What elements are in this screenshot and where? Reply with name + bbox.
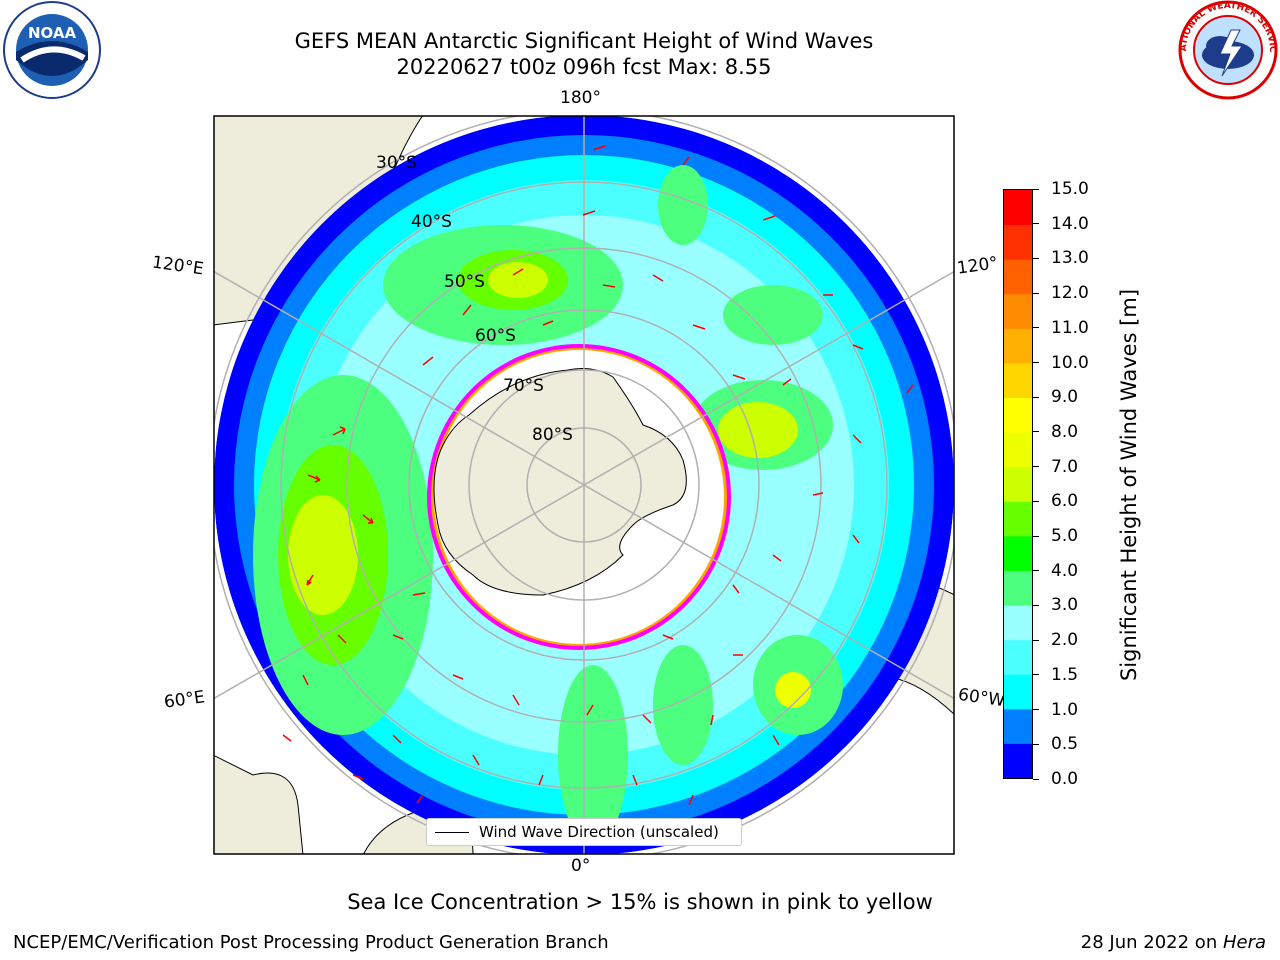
footer-date-text: 28 Jun 2022 on [1080,932,1223,953]
colorbar-tick-mark [1033,639,1039,641]
colorbar-swatch [1004,708,1032,744]
colorbar-swatch [1004,570,1032,606]
colorbar-tick-label: 7.0 [1033,457,1078,477]
colorbar-swatch [1004,432,1032,468]
colorbar-tick-mark [1033,327,1039,329]
colorbar-tick-label: 0.0 [1033,769,1078,789]
colorbar-tick-mark [1033,570,1039,572]
colorbar-swatch [1004,501,1032,537]
chart-subtitle: 20220627 t00z 096h fcst Max: 8.55 [396,55,772,79]
colorbar-tick-label: 13.0 [1033,248,1089,268]
colorbar-tick-mark [1033,500,1039,502]
legend-line-swatch [435,831,469,833]
footer-branch: NCEP/EMC/Verification Post Processing Pr… [13,932,609,953]
colorbar-swatch [1004,293,1032,329]
colorbar-tick-label: 11.0 [1033,318,1089,338]
lat-label-30s: 30°S [376,153,417,173]
lon-label-120w: 120° [955,253,1000,279]
colorbar-swatch [1004,259,1032,295]
colorbar-tick-label: 0.5 [1033,734,1078,754]
colorbar-swatch [1004,605,1032,641]
colorbar-tick-mark [1033,466,1039,468]
sea-ice-note: Sea Ice Concentration > 15% is shown in … [347,890,933,914]
colorbar-tick-label: 9.0 [1033,387,1078,407]
colorbar-tick-mark [1033,396,1039,398]
colorbar-tick-label: 6.0 [1033,491,1078,511]
colorbar-tick-label: 15.0 [1033,179,1089,199]
colorbar-swatch [1004,674,1032,710]
lon-label-60e: 60°E [162,687,207,713]
colorbar-swatches [1004,190,1032,778]
colorbar-swatch [1004,328,1032,364]
lat-label-40s: 40°S [411,212,452,232]
lon-label-60w: 60°W [956,684,1007,712]
colorbar-tick-mark [1033,604,1039,606]
colorbar-tick-label: 2.0 [1033,630,1078,650]
lat-label-70s: 70°S [503,376,544,396]
colorbar-tick-label: 8.0 [1033,422,1078,442]
colorbar-tick-mark [1033,292,1039,294]
antarctic-wave-height-map: 30°S 40°S 50°S 60°S 70°S 80°S [213,115,955,855]
colorbar-tick-label: 5.0 [1033,526,1078,546]
colorbar-tick-label: 1.0 [1033,700,1078,720]
lon-label-180: 180° [560,88,601,108]
colorbar-tick-label: 3.0 [1033,595,1078,615]
colorbar-swatch [1004,743,1032,778]
colorbar-tick-mark [1033,743,1039,745]
lon-label-0: 0° [571,856,591,876]
colorbar-swatch [1004,224,1032,260]
colorbar-tick-mark [1033,223,1039,225]
noaa-logo: NOAA [3,1,101,99]
colorbar-tick-label: 14.0 [1033,214,1089,234]
colorbar-tick-mark [1033,535,1039,537]
colorbar-tick-mark [1033,257,1039,259]
graticule [214,116,954,854]
chart-title: GEFS MEAN Antarctic Significant Height o… [294,29,874,53]
legend-label: Wind Wave Direction (unscaled) [479,823,719,841]
colorbar-tick-label: 12.0 [1033,283,1089,303]
colorbar-tick-mark [1033,431,1039,433]
footer-machine: Hera [1222,932,1266,953]
land-africa-west [214,754,304,854]
noaa-logo-text: NOAA [28,24,77,42]
map-frame [213,115,955,855]
colorbar-tick-mark [1033,709,1039,711]
colorbar-tick-mark [1033,778,1039,780]
colorbar-tick-mark [1033,362,1039,364]
colorbar-tick-label: 10.0 [1033,353,1089,373]
colorbar-swatch [1004,466,1032,502]
colorbar-tick-label: 1.5 [1033,665,1078,685]
colorbar-tick-label: 4.0 [1033,561,1078,581]
national-weather-service-logo: NATIONAL WEATHER SERVICE [1176,0,1278,100]
colorbar-swatch [1004,535,1032,571]
colorbar-swatch [1004,362,1032,399]
colorbar [1003,189,1033,779]
lat-label-80s: 80°S [532,425,573,445]
colorbar-tick-mark [1033,674,1039,676]
colorbar-swatch [1004,639,1032,675]
colorbar-tick-mark [1033,188,1039,190]
map-legend: Wind Wave Direction (unscaled) [426,818,742,846]
colorbar-swatch [1004,190,1032,226]
land-antarctica [433,368,687,596]
colorbar-label: Significant Height of Wind Waves [m] [1117,288,1141,682]
colorbar-ticks: 15.0 14.0 13.0 12.0 11.0 10.0 9.0 8.0 7.0 6.0 5.0 4… [1033,179,1103,789]
lon-label-120e: 120°E [150,252,205,280]
wind-wave-arrows [282,145,914,846]
lat-label-60s: 60°S [475,326,516,346]
colorbar-swatch [1004,397,1032,433]
footer-date: 28 Jun 2022 on Hera [1081,932,1266,953]
lat-label-50s: 50°S [444,272,485,292]
